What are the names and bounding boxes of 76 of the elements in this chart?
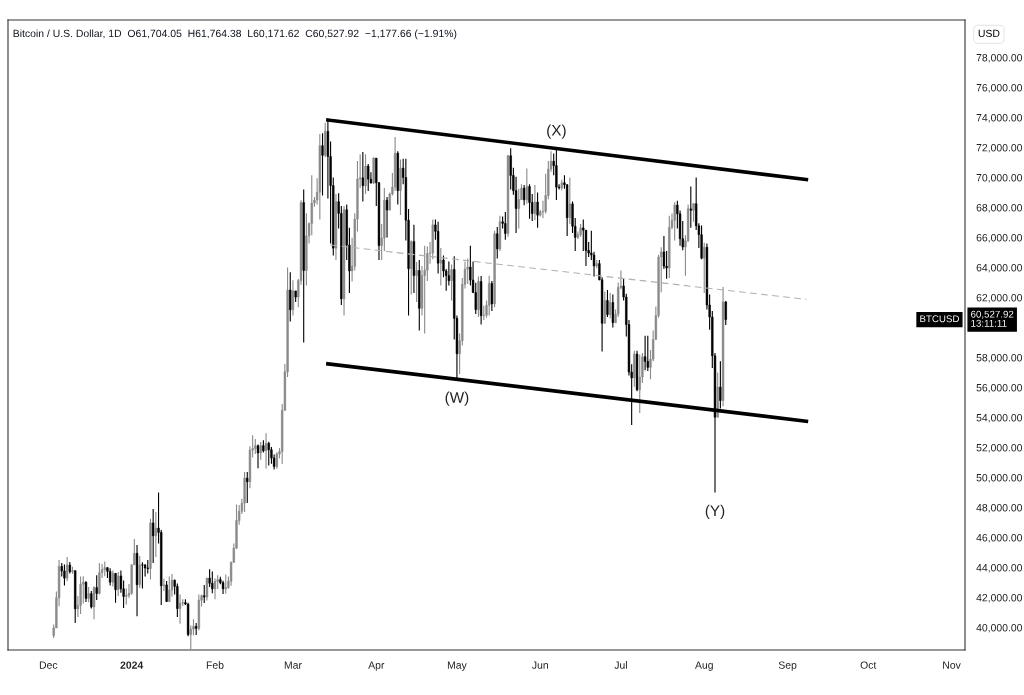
candlestick: [439, 247, 442, 287]
candlestick: [361, 151, 364, 203]
y-tick-label: 72,000.00: [976, 144, 1023, 153]
y-tick-label: 40,000.00: [976, 624, 1023, 633]
candlestick: [689, 185, 692, 229]
y-axis-title: USD: [978, 29, 1000, 38]
candlestick: [603, 290, 606, 325]
x-tick-label: Mar: [284, 661, 302, 669]
y-tick-label: 42,000.00: [976, 594, 1023, 603]
candlestick: [95, 574, 98, 601]
candlestick: [488, 275, 491, 317]
candlestick: [724, 300, 727, 326]
y-tick-label: 62,000.00: [976, 294, 1023, 303]
candlestick: [117, 571, 120, 597]
x-tick-label: Oct: [860, 661, 877, 669]
candlestick: [525, 167, 528, 205]
candlestick: [517, 188, 520, 230]
candlestick: [633, 350, 636, 388]
candlestick: [168, 575, 171, 603]
candlestick: [79, 575, 82, 615]
y-tick-label: 52,000.00: [976, 444, 1023, 453]
y-tick-label: 70,000.00: [976, 174, 1023, 183]
y-tick-label: 44,000.00: [976, 564, 1023, 573]
y-tick-label: 78,000.00: [976, 54, 1023, 63]
annotation: BTCUSD: [920, 315, 959, 323]
candlestick: [466, 257, 469, 285]
x-tick-label: May: [447, 661, 467, 671]
y-tick-label: 46,000.00: [976, 534, 1023, 543]
candlestick: [165, 580, 168, 603]
y-tick-label: 58,000.00: [976, 354, 1023, 363]
candlestick: [528, 183, 531, 220]
x-tick-label: Sep: [778, 661, 797, 671]
candlestick: [415, 261, 418, 303]
x-tick-label: Apr: [368, 661, 385, 671]
candlestick: [162, 578, 166, 592]
annotation: (W): [445, 391, 469, 406]
y-tick-label: 66,000.00: [976, 234, 1023, 243]
candlestick: [474, 282, 477, 315]
annotation: (X): [547, 124, 566, 139]
x-tick-label: Aug: [695, 661, 713, 671]
x-tick-label: Nov: [943, 661, 961, 669]
candlestick: [496, 226, 499, 260]
y-tick-label: 48,000.00: [976, 504, 1023, 513]
y-tick-label: 76,000.00: [976, 84, 1023, 93]
x-tick-label: Jun: [532, 661, 548, 669]
candlestick: [141, 561, 144, 590]
y-tick-label: 64,000.00: [976, 264, 1023, 273]
candlestick: [700, 224, 703, 260]
candlestick: [638, 353, 641, 414]
x-tick-label: Jul: [614, 661, 627, 669]
y-tick-label: 54,000.00: [976, 414, 1023, 423]
candlestick: [703, 242, 706, 294]
candlestick: [509, 147, 512, 191]
annotation: (Y): [705, 504, 725, 520]
candlestick: [609, 292, 612, 320]
candlestick: [611, 293, 614, 329]
candlestick: [71, 566, 74, 575]
candlestick: [114, 572, 117, 604]
candlestick: [692, 202, 695, 223]
x-tick-label: Dec: [39, 661, 58, 669]
y-tick-label: 68,000.00: [976, 204, 1023, 213]
candlestick: [176, 582, 179, 618]
candlestick: [643, 335, 647, 371]
candlestick: [367, 163, 370, 192]
y-tick-label: 56,000.00: [976, 384, 1023, 393]
text: 60,527.92 13:11:11: [971, 310, 1014, 327]
y-tick-label: 74,000.00: [976, 114, 1023, 123]
candlestick: [321, 132, 324, 197]
candlestick: [646, 335, 649, 372]
candlestick: [450, 263, 453, 302]
candlestick: [98, 562, 101, 596]
text: Bitcoin / U.S. Dollar, 1D O61,704.05 H61,764.38 L60,171.62 C60,527.92 −1,177.66 (−1.91%): [13, 29, 457, 40]
x-tick-label: 2024: [120, 661, 144, 669]
y-tick-label: 50,000.00: [976, 474, 1023, 483]
candlestick: [246, 471, 249, 504]
x-tick-label: Feb: [206, 661, 224, 669]
